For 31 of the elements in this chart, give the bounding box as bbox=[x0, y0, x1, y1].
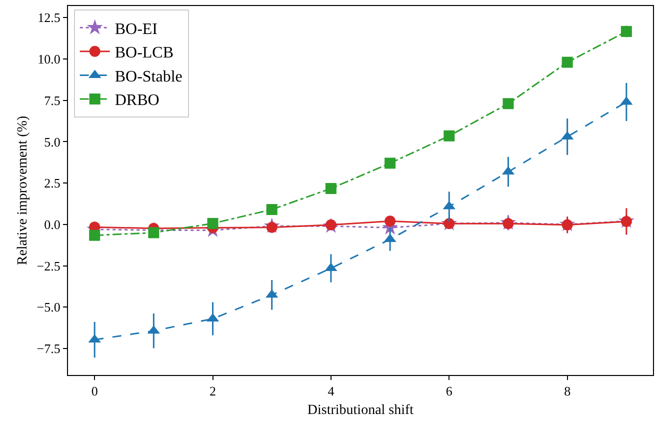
point bbox=[207, 218, 218, 229]
x-axis-title: Distributional shift bbox=[307, 402, 414, 418]
y-axis-title: Relative improvement (%) bbox=[15, 116, 30, 266]
point bbox=[384, 216, 396, 227]
y-tick-label: 5.0 bbox=[44, 134, 60, 150]
x-tick-label: 6 bbox=[446, 384, 453, 399]
point bbox=[562, 56, 573, 68]
y-tick-label: −5.0 bbox=[36, 300, 60, 315]
legend-label: BO-LCB bbox=[114, 44, 174, 62]
y-tick-label: 10.0 bbox=[38, 52, 60, 66]
legend-label: DRBO bbox=[114, 92, 160, 110]
point bbox=[502, 98, 514, 110]
point bbox=[325, 183, 336, 194]
point bbox=[384, 158, 396, 169]
y-tick-label: 12.5 bbox=[38, 10, 60, 26]
y-tick-label: 7.5 bbox=[44, 92, 60, 108]
point bbox=[266, 204, 278, 216]
legend-label: BO-EI bbox=[114, 20, 158, 38]
x-tick-label: 0 bbox=[91, 384, 98, 399]
point bbox=[444, 130, 455, 142]
point bbox=[89, 230, 100, 241]
y-tick-label: −2.5 bbox=[36, 258, 60, 274]
x-tick-label: 2 bbox=[210, 384, 216, 399]
y-tick-label: 2.5 bbox=[44, 176, 60, 191]
legend-label: BO-Stable bbox=[114, 68, 182, 86]
y-tick-label: −7.5 bbox=[36, 341, 60, 356]
point bbox=[620, 26, 632, 37]
x-tick-label: 4 bbox=[328, 384, 335, 399]
point bbox=[148, 227, 160, 238]
x-tick-label: 8 bbox=[564, 384, 571, 399]
y-tick-label: 0.0 bbox=[44, 216, 60, 232]
